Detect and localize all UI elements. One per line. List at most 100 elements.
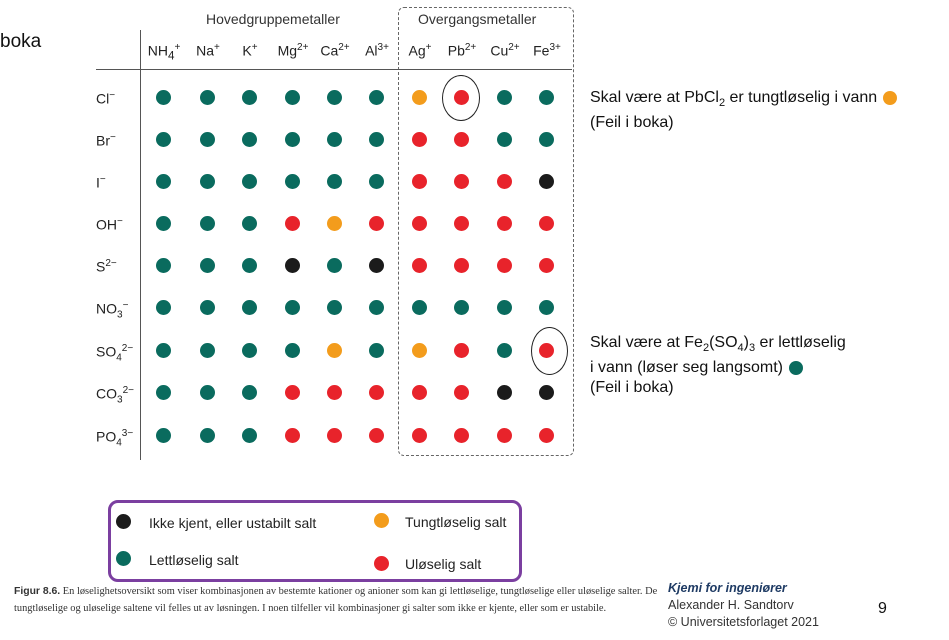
solubility-dot	[412, 343, 427, 358]
anion-label: PO43−	[96, 428, 134, 449]
solubility-dot	[285, 90, 300, 105]
legend-insoluble-label: Uløselig salt	[405, 556, 482, 572]
solubility-dot	[200, 132, 215, 147]
solubility-dot	[242, 428, 257, 443]
solubility-dot	[412, 174, 427, 189]
solubility-dot	[497, 132, 512, 147]
solubility-dot	[156, 428, 171, 443]
solubility-dot	[285, 428, 300, 443]
solubility-dot	[327, 258, 342, 273]
solubility-dot	[412, 300, 427, 315]
cation-header: K+	[242, 42, 258, 59]
legend-soluble-label: Lettløselig salt	[149, 552, 239, 568]
solubility-dot	[454, 385, 469, 400]
transition-metals-box	[398, 7, 574, 456]
solubility-dot	[242, 258, 257, 273]
solubility-dot	[497, 428, 512, 443]
solubility-dot	[497, 216, 512, 231]
solubility-dot	[156, 174, 171, 189]
legend-black-dot-icon	[116, 514, 131, 529]
solubility-dot	[285, 132, 300, 147]
cation-header: Na+	[196, 42, 220, 59]
solubility-dot	[454, 216, 469, 231]
anion-label: S2−	[96, 258, 117, 275]
book-author: Alexander H. Sandtorv	[668, 598, 794, 612]
solubility-dot	[454, 174, 469, 189]
solubility-dot	[285, 343, 300, 358]
solubility-dot	[156, 216, 171, 231]
solubility-dot	[497, 385, 512, 400]
solubility-dot	[369, 385, 384, 400]
solubility-dot	[327, 174, 342, 189]
cation-header: Ca2+	[320, 42, 350, 59]
main-group-label: Hovedgruppemetaller	[206, 11, 340, 27]
anion-label: I−	[96, 174, 106, 191]
solubility-dot	[369, 216, 384, 231]
legend-orange-dot-icon	[374, 513, 389, 528]
solubility-dot	[539, 300, 554, 315]
solubility-dot	[200, 258, 215, 273]
solubility-dot	[327, 132, 342, 147]
green-dot-icon	[788, 360, 803, 375]
solubility-dot	[539, 174, 554, 189]
solubility-dot	[327, 300, 342, 315]
solubility-dot	[497, 174, 512, 189]
note-pbcl2: Skal være at PbCl2 er tungtløselig i van…	[590, 88, 898, 133]
legend-green-dot-icon	[116, 551, 131, 566]
solubility-dot	[156, 385, 171, 400]
solubility-dot	[200, 343, 215, 358]
orange-dot-icon	[883, 90, 898, 105]
solubility-dot	[454, 300, 469, 315]
page-number: 9	[878, 600, 887, 617]
solubility-dot	[454, 258, 469, 273]
solubility-dot	[200, 90, 215, 105]
solubility-dot	[369, 132, 384, 147]
solubility-dot	[369, 258, 384, 273]
anion-label: Br−	[96, 132, 116, 149]
anion-label: CO32−	[96, 385, 134, 406]
solubility-dot	[539, 132, 554, 147]
solubility-dot	[497, 258, 512, 273]
solubility-dot	[285, 300, 300, 315]
cation-header: Pb2+	[447, 42, 477, 59]
cation-header: Al3+	[365, 42, 389, 59]
solubility-dot	[200, 300, 215, 315]
header-divider	[96, 69, 572, 70]
solubility-dot	[369, 174, 384, 189]
cation-header: NH4+	[147, 42, 181, 63]
solubility-dot	[369, 428, 384, 443]
solubility-dot	[156, 300, 171, 315]
cation-header: Fe3+	[533, 42, 561, 59]
solubility-dot	[454, 428, 469, 443]
book-title: Kjemi for ingeniører	[668, 581, 787, 595]
solubility-dot	[200, 174, 215, 189]
solubility-dot	[412, 428, 427, 443]
solubility-dot	[242, 90, 257, 105]
solubility-dot	[497, 343, 512, 358]
solubility-dot	[242, 216, 257, 231]
solubility-dot	[285, 258, 300, 273]
solubility-dot	[539, 258, 554, 273]
anion-label: OH−	[96, 216, 123, 233]
solubility-dot	[327, 90, 342, 105]
solubility-dot	[412, 90, 427, 105]
solubility-dot	[285, 385, 300, 400]
solubility-dot	[454, 132, 469, 147]
solubility-dot	[242, 132, 257, 147]
cation-header: Ag+	[408, 42, 432, 59]
solubility-dot	[539, 216, 554, 231]
solubility-dot	[369, 300, 384, 315]
solubility-dot	[412, 132, 427, 147]
book-credit: Kjemi for ingeniører Alexander H. Sandto…	[668, 580, 819, 631]
anion-label: Cl−	[96, 90, 116, 107]
solubility-dot	[412, 385, 427, 400]
fe2so43-highlight-circle	[531, 327, 568, 375]
legend-sparingly-label: Tungtløselig salt	[405, 514, 507, 530]
solubility-dot	[497, 300, 512, 315]
solubility-dot	[412, 216, 427, 231]
solubility-dot	[242, 343, 257, 358]
legend-red-dot-icon	[374, 556, 389, 571]
note-fe2so43: Skal være at Fe2(SO4)3 er lettløselig i …	[590, 334, 846, 397]
solubility-dot	[285, 216, 300, 231]
solubility-dot	[539, 90, 554, 105]
